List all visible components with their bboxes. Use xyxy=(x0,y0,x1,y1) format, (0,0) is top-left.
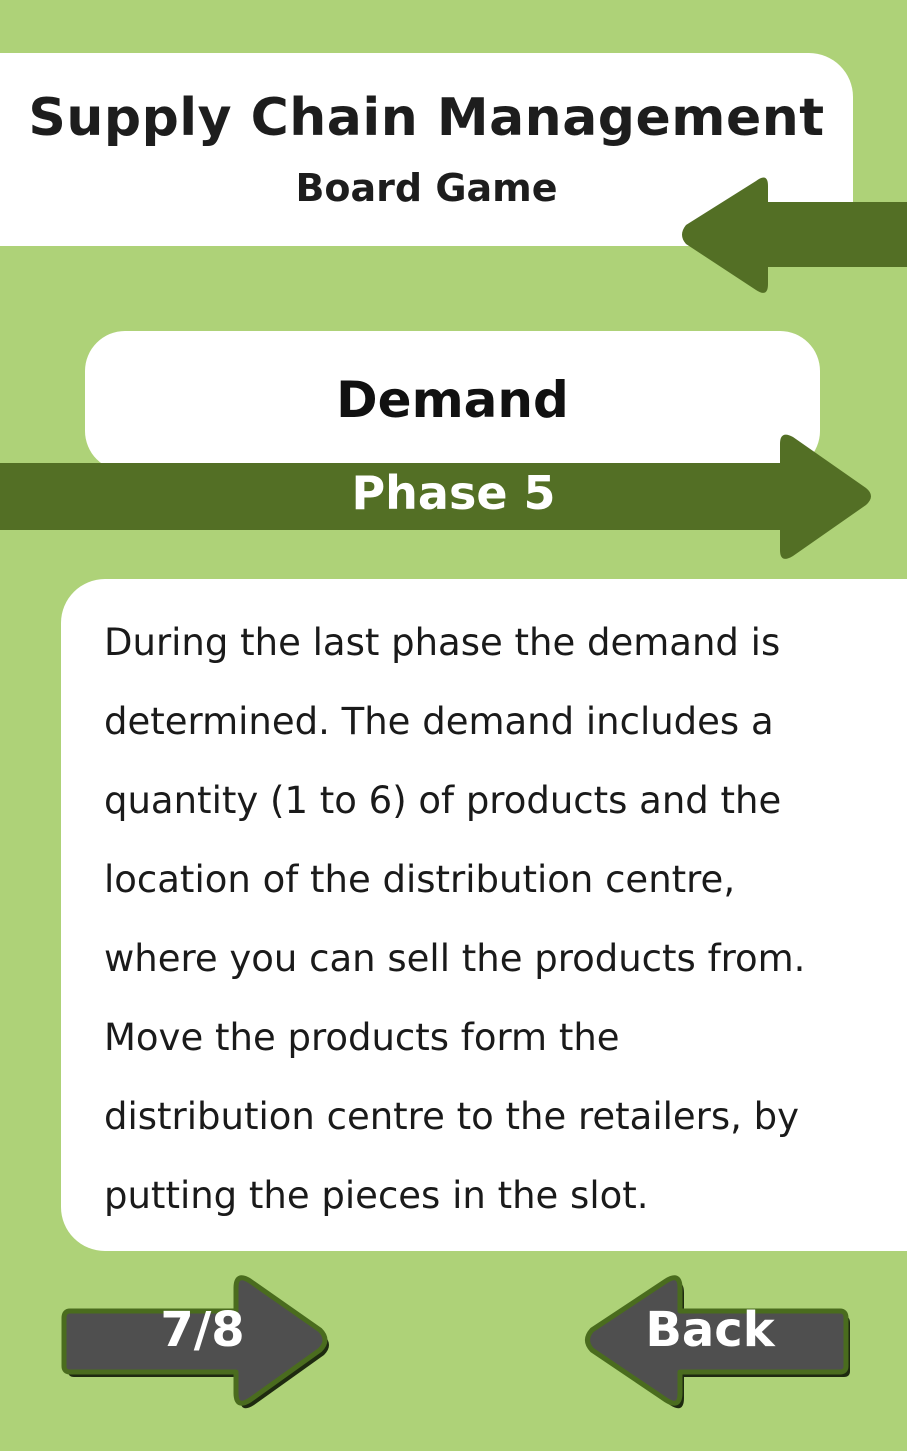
left-arrow-icon xyxy=(682,177,907,293)
description-card xyxy=(61,579,907,1251)
description-line: distribution centre to the retailers, by xyxy=(104,1095,800,1138)
app-subtitle: Board Game xyxy=(295,166,558,210)
description-text: During the last phase the demand is dete… xyxy=(104,603,864,1235)
app-title: Supply Chain Management xyxy=(28,88,825,148)
description-line: Move the products form the xyxy=(104,1016,620,1059)
phase-title: Demand xyxy=(336,371,569,429)
description-line: determined. The demand includes a xyxy=(104,700,774,743)
next-arrow-icon xyxy=(61,1275,329,1409)
description-line: quantity (1 to 6) of products and the xyxy=(104,779,782,822)
description-line: putting the pieces in the slot. xyxy=(104,1174,649,1217)
back-arrow-icon xyxy=(585,1275,850,1409)
description-line: where you can sell the products from. xyxy=(104,937,806,980)
phase-card xyxy=(85,331,820,471)
right-arrow-icon xyxy=(0,434,871,559)
description-line: location of the distribution centre, xyxy=(104,858,736,901)
page-indicator: 7/8 xyxy=(160,1302,245,1358)
back-button-label: Back xyxy=(645,1302,775,1358)
description-line: During the last phase the demand is xyxy=(104,621,781,664)
phase-label: Phase 5 xyxy=(351,466,556,520)
